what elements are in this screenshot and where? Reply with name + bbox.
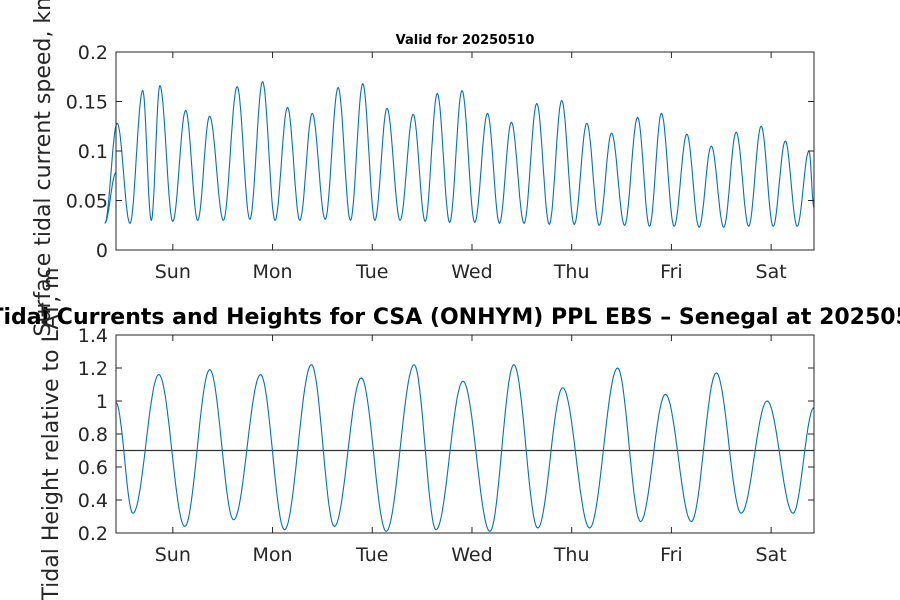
tidal-height-xtick-label: Wed bbox=[451, 544, 492, 566]
tidal-height-ylabel: Tidal Height relative to LAT, m bbox=[39, 267, 64, 600]
tidal-height-ytick-label: 0.4 bbox=[78, 490, 108, 512]
current-speed-xtick-label: Tue bbox=[355, 261, 388, 283]
tidal-height-ytick-label: 1 bbox=[96, 391, 108, 413]
current-speed-subplot: Valid for 20250510 Surface tidal current… bbox=[31, 0, 815, 337]
tidal-height-line bbox=[115, 364, 815, 533]
tidal-height-series bbox=[115, 364, 815, 533]
current-speed-xtick-label: Wed bbox=[451, 261, 492, 283]
tidal-height-ticks: 0.2 0.4 0.6 0.8 1 1.2 1.4 Sun Mon Tue Wed Thu Fri Sat bbox=[78, 325, 814, 566]
tidal-height-subplot: Tidal Currents and Heights for CSA (ONHY… bbox=[0, 267, 900, 600]
current-speed-ytick-label: 0 bbox=[96, 240, 108, 262]
current-speed-line bbox=[104, 80, 815, 228]
tidal-height-ytick-label: 0.6 bbox=[78, 457, 108, 479]
tidal-height-ytick-label: 1.2 bbox=[78, 358, 108, 380]
current-speed-ytick-label: 0.15 bbox=[66, 92, 108, 114]
current-speed-ticks: 0 0.05 0.1 0.15 0.2 Sun Mon Tue Wed Thu Fri Sat bbox=[66, 42, 814, 283]
current-speed-ytick-label: 0.2 bbox=[78, 42, 108, 64]
tidal-height-xtick-label: Fri bbox=[660, 544, 683, 566]
tidal-height-xtick-label: Sun bbox=[155, 544, 191, 566]
current-speed-xtick-label: Sun bbox=[155, 261, 191, 283]
tidal-height-xtick-label: Mon bbox=[253, 544, 293, 566]
tidal-height-title: Tidal Currents and Heights for CSA (ONHY… bbox=[0, 305, 900, 330]
tidal-height-xtick-label: Thu bbox=[553, 544, 590, 566]
current-speed-ylabel: Surface tidal current speed, knots bbox=[31, 0, 56, 337]
tidal-height-ytick-label: 1.4 bbox=[78, 325, 108, 347]
current-speed-series bbox=[104, 80, 815, 228]
current-speed-title: Valid for 20250510 bbox=[396, 33, 535, 48]
tidal-height-xtick-label: Sat bbox=[756, 544, 787, 566]
current-speed-xtick-label: Mon bbox=[253, 261, 293, 283]
current-speed-xtick-label: Sat bbox=[756, 261, 787, 283]
current-speed-xtick-label: Thu bbox=[553, 261, 590, 283]
current-speed-ytick-label: 0.05 bbox=[66, 191, 108, 213]
current-speed-xtick-label: Fri bbox=[660, 261, 683, 283]
current-speed-ytick-label: 0.1 bbox=[78, 141, 108, 163]
tidal-height-ytick-label: 0.2 bbox=[78, 523, 108, 545]
tidal-height-ytick-label: 0.8 bbox=[78, 424, 108, 446]
tidal-height-xtick-label: Tue bbox=[355, 544, 388, 566]
